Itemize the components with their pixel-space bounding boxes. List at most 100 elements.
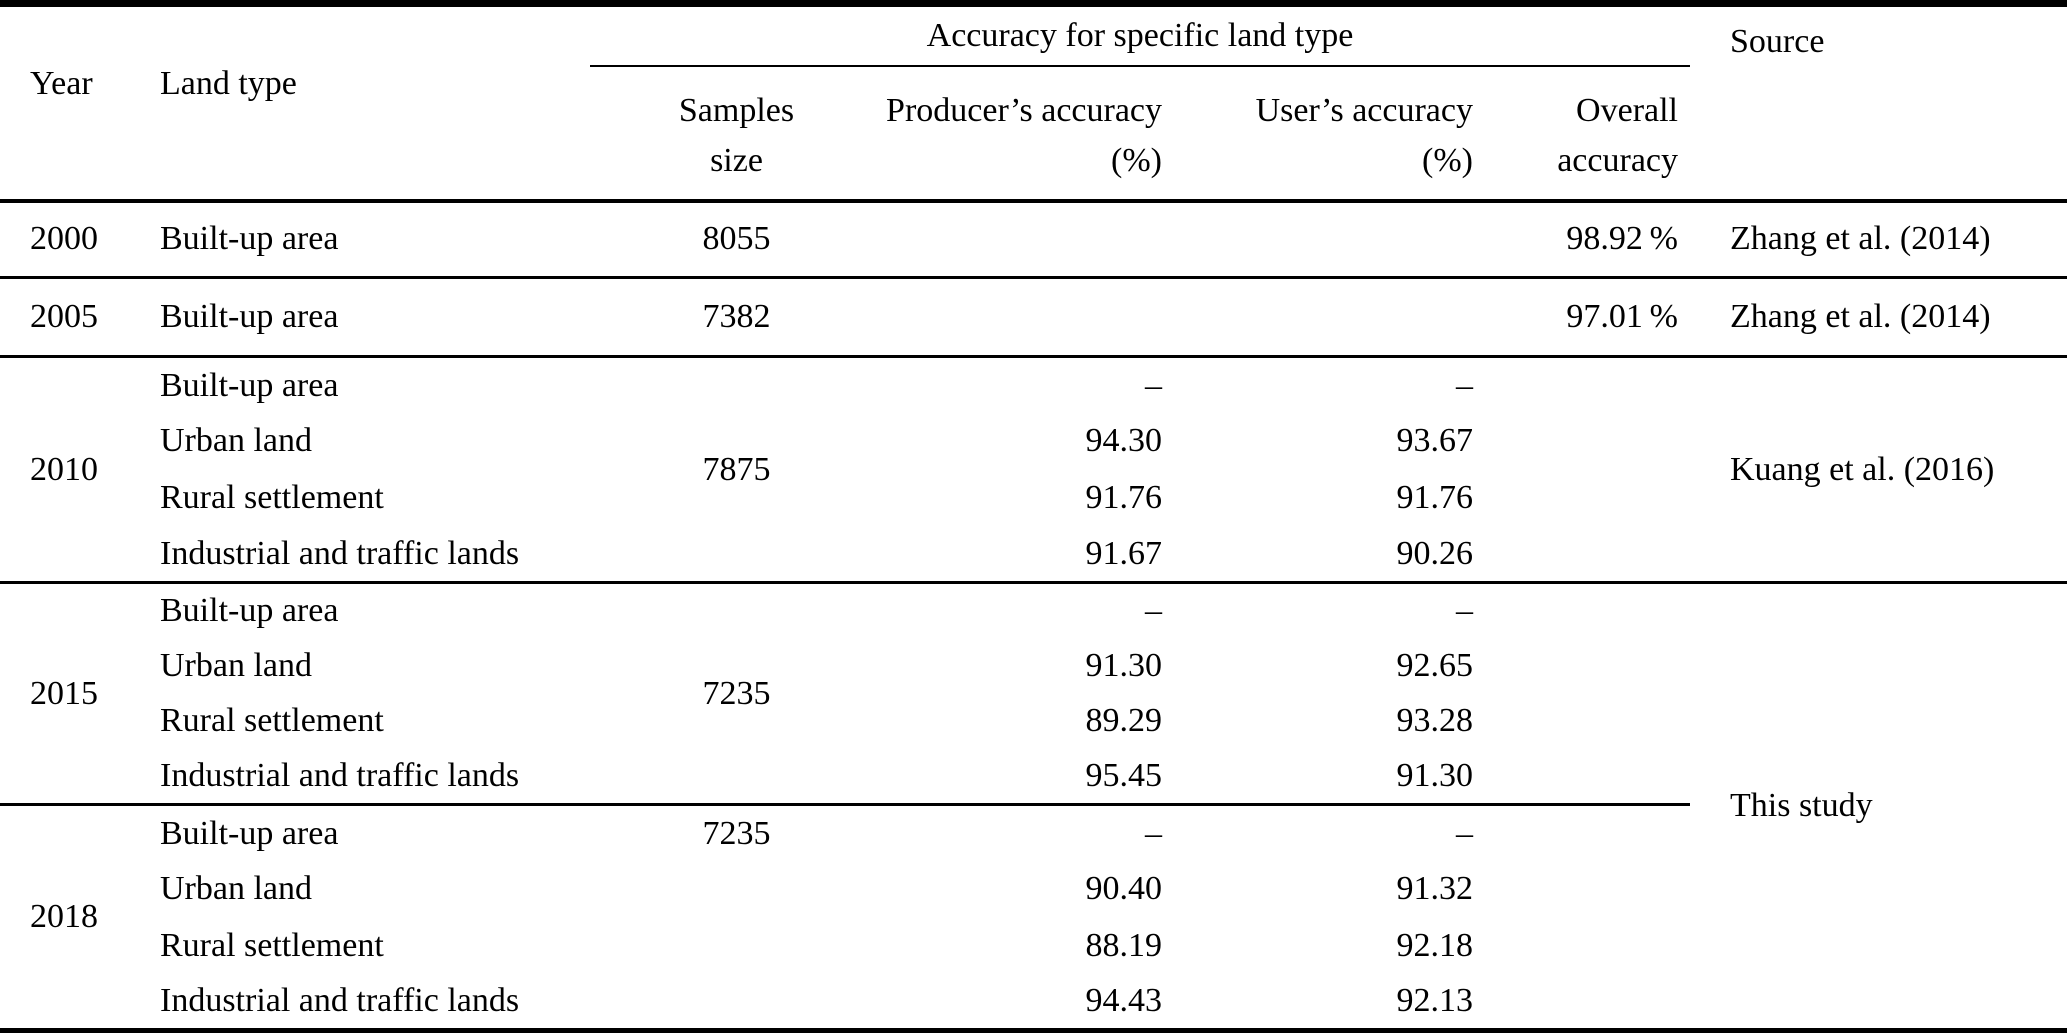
header-user-line1: User’s accuracy: [1255, 91, 1473, 129]
producer-accuracy-cell: 91.67: [805, 526, 1170, 585]
land-type-cell: Built-up area: [160, 592, 339, 630]
overall-accuracy-cell: [1483, 357, 1690, 413]
producer-accuracy-cell: 91.76: [1085, 478, 1163, 516]
year-cell: 2018: [30, 898, 98, 935]
table-row: 2010 Built-up area 7875 – – Kuang et al.…: [0, 356, 2067, 585]
land-type-cell: Built-up area: [160, 277, 590, 359]
table-row: 2018 Built-up area 7235 – –: [0, 805, 2067, 934]
user-accuracy-cell: –: [1456, 366, 1473, 404]
producer-accuracy-cell: –: [1145, 814, 1162, 852]
source-cell: Zhang et al. (2014): [1690, 277, 2067, 359]
user-accuracy-cell: –: [1456, 814, 1473, 852]
land-type-cell: Rural settlement: [160, 926, 384, 964]
column-header-producer-accuracy: Producer’s accuracy (%): [805, 66, 1170, 203]
user-accuracy-cell: 93.28: [1396, 702, 1474, 740]
table-row: Rural settlement 91.76 91.76: [0, 470, 2067, 526]
user-accuracy-cell: [1170, 200, 1483, 280]
table-row: 2005 Built-up area 7382 97.01 % Zhang et…: [0, 277, 2067, 359]
column-header-samples-size: Samples size: [590, 66, 805, 203]
samples-size-cell: 8055: [590, 200, 805, 280]
producer-accuracy-cell: 95.45: [805, 749, 1170, 807]
producer-accuracy-cell: 94.43: [1085, 981, 1163, 1019]
header-samples-line1: Samples: [678, 91, 795, 129]
header-overall-line1: Overall: [1576, 91, 1678, 129]
land-type-cell: Industrial and traffic lands: [160, 749, 590, 807]
samples-size-cell: [590, 861, 805, 917]
samples-size-cell: 7235: [702, 814, 771, 852]
overall-accuracy-cell: [1483, 805, 1690, 861]
land-type-cell: Urban land: [160, 646, 313, 684]
producer-accuracy-cell: 88.19: [1085, 926, 1163, 964]
samples-size-cell: [590, 974, 805, 1031]
land-type-cell: Industrial and traffic lands: [160, 526, 590, 585]
overall-accuracy-cell: 97.01 %: [1483, 277, 1690, 359]
column-group-header-accuracy: Accuracy for specific land type: [590, 3, 1690, 68]
year-cell: 2015: [0, 582, 160, 807]
overall-accuracy-cell: [1483, 974, 1690, 1031]
column-header-land-type: Land type: [160, 3, 590, 203]
land-type-cell: Built-up area: [160, 200, 590, 280]
overall-accuracy-cell: [1483, 526, 1690, 585]
samples-size-cell: 7382: [590, 277, 805, 359]
header-producer-line1: Producer’s accuracy: [886, 91, 1162, 129]
producer-accuracy-cell: [805, 277, 1170, 359]
overall-accuracy-cell: [1483, 917, 1690, 973]
user-accuracy-cell: 91.76: [1396, 478, 1474, 516]
overall-accuracy-cell: [1483, 694, 1690, 749]
header-samples-line2: size: [710, 141, 763, 179]
land-type-cell: Rural settlement: [160, 702, 384, 740]
table-row: Urban land 90.40 91.32: [0, 861, 2067, 917]
land-type-cell: Rural settlement: [160, 478, 384, 516]
overall-accuracy-cell: 98.92 %: [1483, 200, 1690, 280]
source-cell: Zhang et al. (2014): [1690, 200, 2067, 280]
year-cell: 2005: [0, 277, 160, 359]
user-accuracy-cell: 91.32: [1396, 870, 1474, 908]
user-accuracy-cell: [1170, 277, 1483, 359]
samples-size-cell: 7235: [590, 582, 805, 807]
overall-accuracy-cell: [1483, 470, 1690, 526]
land-type-cell: Industrial and traffic lands: [160, 981, 520, 1019]
land-type-cell: Urban land: [160, 422, 313, 460]
producer-accuracy-cell: [805, 200, 1170, 280]
overall-accuracy-cell: [1483, 583, 1690, 638]
land-type-cell: Built-up area: [160, 814, 339, 852]
table-row: Industrial and traffic lands 94.43 92.13: [0, 974, 2067, 1031]
overall-accuracy-cell: [1483, 861, 1690, 917]
user-accuracy-cell: 91.30: [1170, 749, 1483, 807]
table-row: Rural settlement 88.19 92.18: [0, 917, 2067, 973]
land-type-cell: Built-up area: [160, 366, 339, 404]
source-cell: Kuang et al. (2016): [1690, 356, 2067, 585]
header-overall-line2: accuracy: [1557, 141, 1678, 179]
producer-accuracy-cell: –: [1145, 592, 1162, 630]
source-cell: This study: [1730, 787, 1873, 825]
overall-accuracy-cell: [1483, 638, 1690, 693]
year-cell: 2010: [0, 356, 160, 585]
land-type-cell: Urban land: [160, 870, 313, 908]
samples-size-cell: [590, 917, 805, 973]
column-header-source: Source: [1690, 3, 2067, 203]
producer-accuracy-cell: 94.30: [1085, 422, 1163, 460]
header-producer-line2: (%): [1111, 141, 1162, 179]
year-cell: 2000: [0, 200, 160, 280]
table-row: Urban land 94.30 93.67: [0, 413, 2067, 469]
column-header-user-accuracy: User’s accuracy (%): [1170, 66, 1483, 203]
samples-size-cell: 7875: [590, 356, 805, 585]
user-accuracy-cell: 92.13: [1396, 981, 1474, 1019]
user-accuracy-cell: 92.65: [1396, 646, 1474, 684]
producer-accuracy-cell: 90.40: [1085, 870, 1163, 908]
producer-accuracy-cell: 89.29: [1085, 702, 1163, 740]
table-row: 2015 Built-up area 7235 – – This study: [0, 582, 2067, 823]
header-user-line2: (%): [1422, 141, 1473, 179]
header-row-2: Samples size Producer’s accuracy (%) Use…: [0, 66, 2067, 203]
column-header-year: Year: [0, 3, 160, 203]
user-accuracy-cell: 90.26: [1170, 526, 1483, 585]
table-row: Rural settlement 89.29 93.28: [0, 694, 2067, 749]
producer-accuracy-cell: 91.30: [1085, 646, 1163, 684]
table-row: Industrial and traffic lands 95.45 91.30: [0, 749, 2067, 807]
overall-accuracy-cell: [1483, 413, 1690, 469]
table-row: 2000 Built-up area 8055 98.92 % Zhang et…: [0, 200, 2067, 280]
user-accuracy-cell: 92.18: [1396, 926, 1474, 964]
user-accuracy-cell: –: [1456, 592, 1473, 630]
column-header-overall-accuracy: Overall accuracy: [1483, 66, 1690, 203]
